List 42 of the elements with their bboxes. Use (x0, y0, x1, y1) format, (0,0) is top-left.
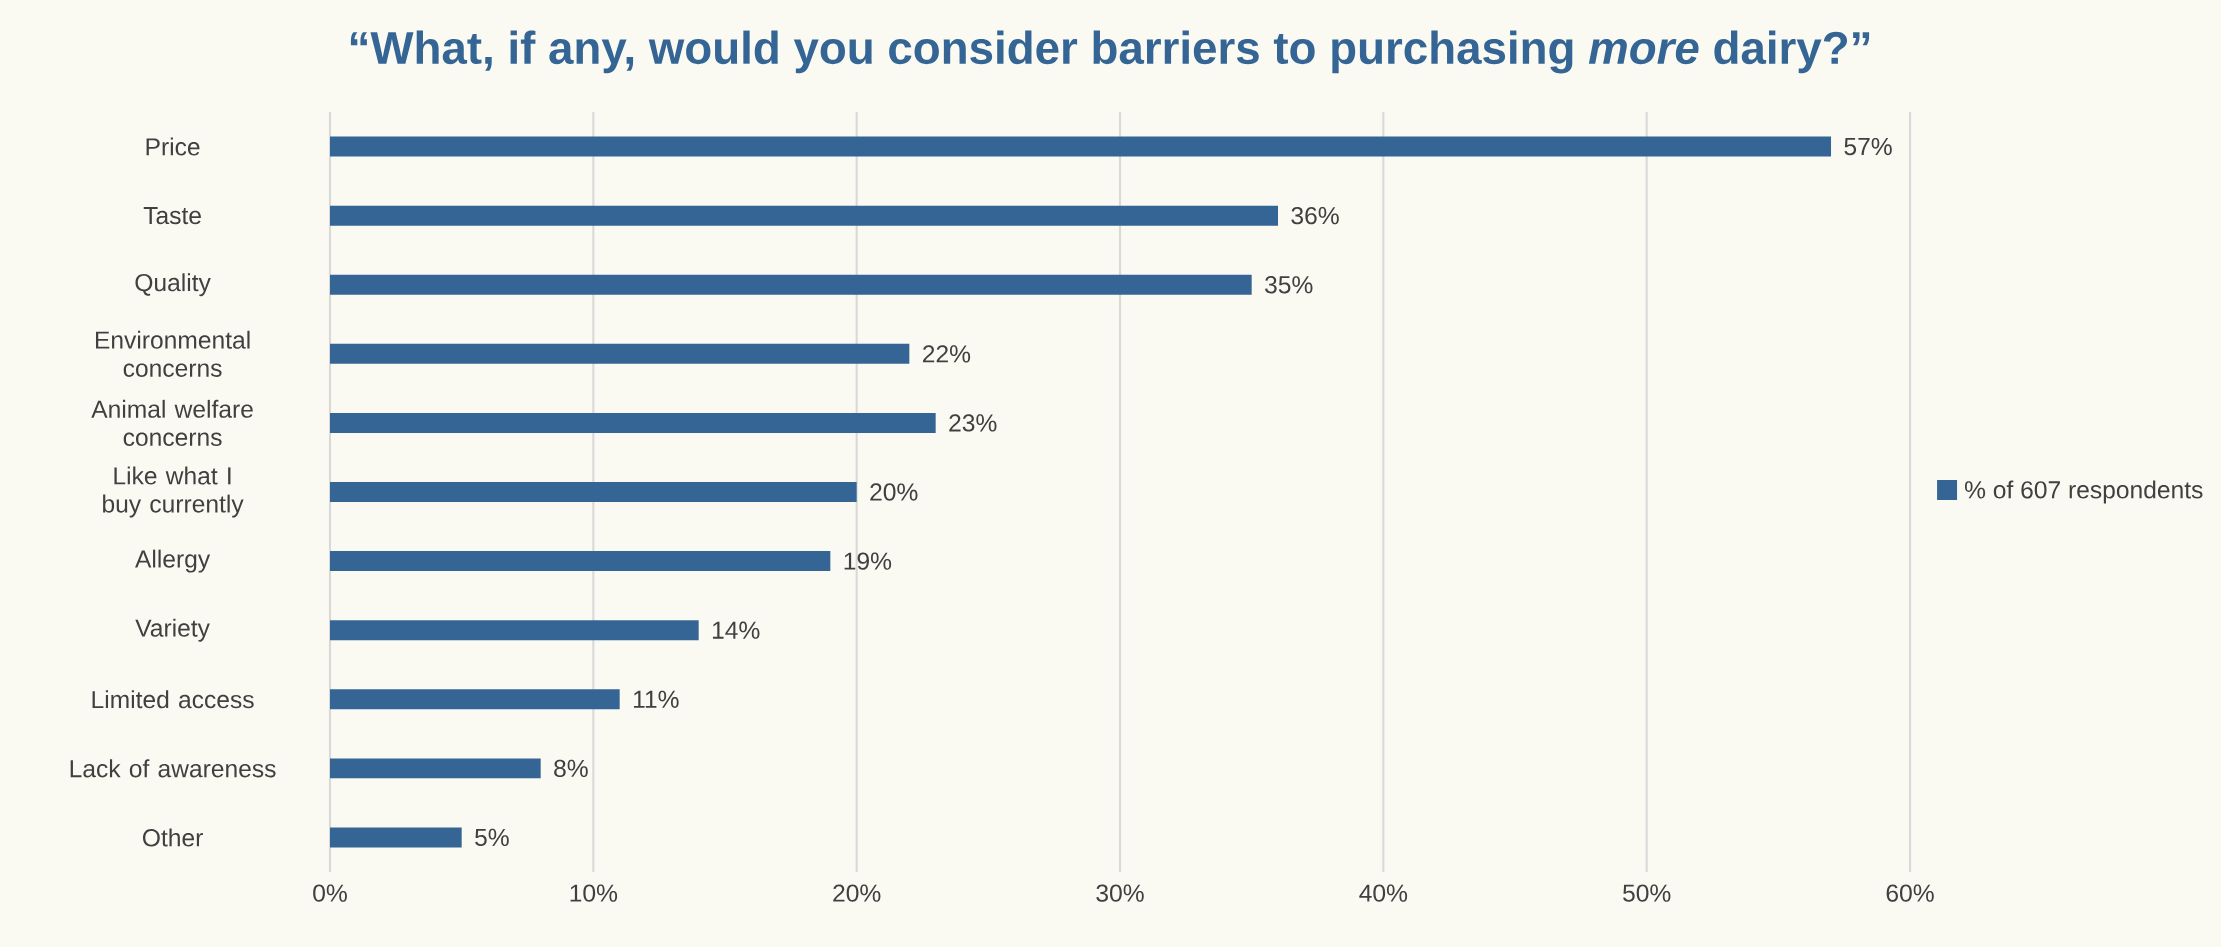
data-label: 20% (870, 483, 918, 501)
legend-label: % of 607 respondents (1964, 480, 2203, 504)
data-label: 11% (633, 690, 679, 708)
x-tick-label: 20% (833, 884, 881, 902)
data-label: 5% (475, 828, 509, 847)
y-tick-label: Lack of awareness (70, 759, 276, 778)
data-label: 23% (949, 414, 997, 432)
bar (330, 827, 462, 848)
x-tick-label: 10% (570, 884, 618, 902)
x-tick-label: 30% (1096, 884, 1144, 902)
bar (330, 205, 1279, 226)
bar (330, 551, 831, 572)
data-label: 57% (1844, 137, 1892, 156)
data-label: 8% (554, 759, 588, 778)
data-label: 35% (1265, 276, 1313, 294)
y-tick-label: Price (146, 137, 200, 156)
y-tick-label: Variety (135, 618, 210, 642)
bar (330, 136, 1832, 157)
y-tick-label: Other (142, 828, 203, 847)
bar (330, 689, 620, 710)
y-tick-label: Quality (135, 273, 211, 297)
y-tick-label: Allergy (135, 549, 211, 573)
y-tick-label: Animal welfare concerns (91, 399, 253, 446)
x-tick-label: 50% (1623, 884, 1671, 902)
x-tick-label: 40% (1359, 884, 1408, 902)
y-tick-label: Limited access (92, 690, 254, 709)
data-label: 22% (922, 345, 971, 363)
data-label: 14% (712, 621, 760, 639)
bar (330, 412, 936, 433)
y-tick-label: Like what I buy currently (103, 466, 244, 518)
x-tick-label: 60% (1886, 884, 1934, 902)
data-label: 19% (844, 552, 892, 570)
bar (330, 482, 857, 503)
bar (330, 620, 699, 641)
bar (330, 758, 541, 779)
y-tick-label: Taste (143, 207, 201, 225)
data-label: 36% (1291, 206, 1339, 225)
bar (330, 343, 910, 364)
y-tick-label: Environmental concerns (95, 330, 250, 377)
x-tick-label: 0% (313, 884, 347, 902)
bar (330, 274, 1252, 295)
chart-title: “What, if any, would you consider barriers to purchasing more dairy?” (350, 30, 1870, 74)
